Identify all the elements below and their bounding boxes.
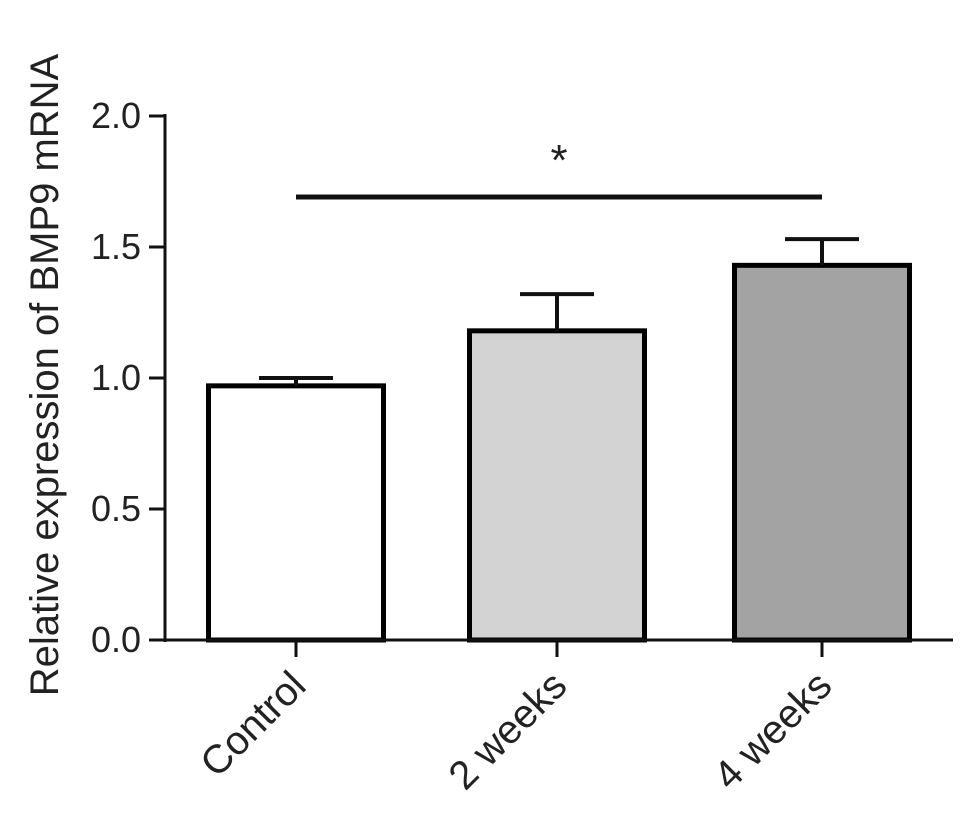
bar-1 [467,328,647,643]
x-category-label-0: Control [192,663,314,785]
bar-2 [732,262,912,643]
x-category-label-2: 4 weeks [705,663,840,798]
plot-area: 0.0 0.5 1.0 1.5 2.0 Control 2 weeks 4 weeks * [91,95,953,798]
y-tick-label-1: 0.5 [91,488,141,529]
y-tick-label-4: 2.0 [91,95,141,136]
y-tick-label-2: 1.0 [91,357,141,398]
y-tick-label-0: 0.0 [91,619,141,660]
x-category-label-1: 2 weeks [440,663,575,798]
bar-0 [206,383,386,643]
significance-label-0: * [550,136,567,185]
y-axis-title: Relative expression of BMP9 mRNA [23,53,67,696]
y-tick-label-3: 1.5 [91,226,141,267]
